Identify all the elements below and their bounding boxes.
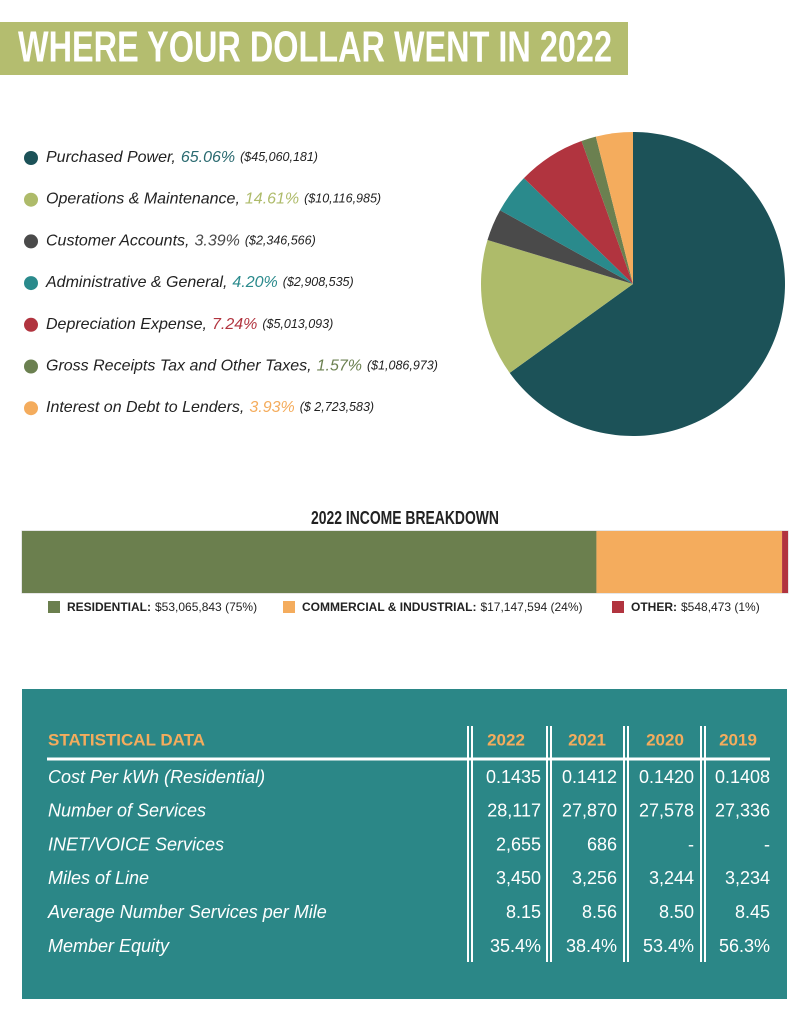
- cell: 28,117: [487, 801, 541, 821]
- table-header: 2019: [719, 730, 757, 749]
- cell: 3,244: [649, 868, 694, 888]
- legend-label: COMMERCIAL & INDUSTRIAL:: [302, 600, 476, 614]
- table-header: 2020: [646, 730, 684, 749]
- legend-entry: Customer Accounts, 3.39% ($2,346,566): [46, 233, 316, 250]
- legend-label: RESIDENTIAL:: [67, 600, 151, 614]
- legend-percent: 14.61%: [245, 191, 299, 208]
- legend-percent: 3.93%: [249, 399, 294, 416]
- cell: 38.4%: [566, 936, 617, 956]
- legend-label: Operations & Maintenance,: [46, 191, 240, 208]
- legend-entry: Gross Receipts Tax and Other Taxes, 1.57%…: [46, 358, 438, 375]
- pie-slice: [487, 210, 633, 284]
- table-header: 2021: [568, 730, 606, 749]
- cell: 0.1435: [486, 767, 541, 787]
- legend-dot: [24, 151, 38, 165]
- legend-amount: ($2,346,566): [245, 234, 316, 248]
- legend-label: Gross Receipts Tax and Other Taxes,: [46, 358, 312, 375]
- legend-entry: Purchased Power, 65.06% ($45,060,181): [46, 149, 318, 166]
- legend-value: $53,065,843 (75%): [155, 600, 257, 614]
- cell: 8.45: [735, 902, 770, 922]
- page-title: WHERE YOUR DOLLAR WENT IN 2022: [18, 23, 612, 72]
- legend-percent: 3.39%: [194, 233, 239, 250]
- pie-slice: [581, 136, 633, 284]
- cell: -: [764, 834, 770, 854]
- legend-dot: [24, 276, 38, 291]
- pie-slice: [595, 132, 633, 284]
- cell: 35.4%: [490, 936, 541, 956]
- cell: 53.4%: [643, 936, 694, 956]
- legend-amount: ($1,086,973): [367, 359, 438, 373]
- legend-percent: 4.20%: [232, 274, 277, 291]
- cell: -: [688, 834, 694, 854]
- cell: 686: [587, 834, 617, 854]
- legend-amount: ($5,013,093): [262, 317, 333, 331]
- legend-label: Depreciation Expense,: [46, 316, 207, 333]
- legend-entry: RESIDENTIAL: $53,065,843 (75%): [67, 600, 257, 614]
- legend-entry: COMMERCIAL & INDUSTRIAL: $17,147,594 (24%…: [302, 600, 583, 614]
- legend-entry: Administrative & General, 4.20% ($2,908,53…: [45, 274, 354, 291]
- legend-label: Administrative & General,: [45, 274, 227, 291]
- legend-entry: Interest on Debt to Lenders, 3.93% ($ 2,72…: [46, 399, 374, 416]
- row-label: Member Equity: [48, 936, 170, 956]
- legend-label: Purchased Power,: [46, 149, 176, 166]
- legend-amount: ($ 2,723,583): [300, 400, 374, 414]
- cell: 27,578: [639, 801, 694, 821]
- bar-title: 2022 INCOME BREAKDOWN: [311, 508, 499, 528]
- cell: 27,336: [715, 801, 770, 821]
- row-label: Cost Per kWh (Residential): [48, 767, 265, 787]
- legend-dot: [24, 192, 38, 207]
- row-label: Average Number Services per Mile: [47, 902, 327, 922]
- cell: 27,870: [562, 801, 617, 821]
- cell: 8.15: [506, 902, 541, 922]
- legend-swatch: [612, 601, 624, 613]
- legend-percent: 1.57%: [317, 358, 362, 375]
- legend-percent: 65.06%: [181, 149, 235, 166]
- legend-dot: [24, 359, 38, 374]
- bar-segment: [782, 531, 788, 593]
- cell: 56.3%: [719, 936, 770, 956]
- bar-segment: [22, 531, 597, 593]
- cell: 0.1408: [715, 767, 770, 787]
- legend-swatch: [48, 601, 60, 613]
- bar-segment: [596, 531, 783, 593]
- cell: 0.1412: [562, 767, 617, 787]
- legend-entry: Depreciation Expense, 7.24% ($5,013,093): [46, 316, 333, 333]
- legend-percent: 7.24%: [212, 316, 257, 333]
- cell: 3,234: [725, 868, 770, 888]
- table-header: 2022: [487, 730, 525, 749]
- cell: 8.50: [659, 902, 694, 922]
- cell: 8.56: [582, 902, 617, 922]
- legend-amount: ($2,908,535): [283, 275, 354, 289]
- cell: 3,450: [496, 868, 541, 888]
- legend-dot: [24, 317, 38, 332]
- legend-label: Customer Accounts,: [46, 233, 189, 250]
- cell: 0.1420: [639, 767, 694, 787]
- pie-slice: [509, 132, 785, 437]
- legend-dot: [24, 234, 38, 249]
- legend-label: OTHER:: [631, 600, 677, 614]
- legend-swatch: [283, 601, 295, 613]
- title-band: [0, 22, 628, 75]
- legend-entry: OTHER: $548,473 (1%): [631, 600, 760, 614]
- cell: 2,655: [496, 834, 541, 854]
- cell: 3,256: [572, 868, 617, 888]
- table-panel: [22, 689, 787, 999]
- row-label: Number of Services: [48, 801, 206, 821]
- table-header: STATISTICAL DATA: [48, 730, 205, 749]
- legend-value: $548,473 (1%): [681, 600, 760, 614]
- legend-dot: [24, 401, 38, 416]
- legend-value: $17,147,594 (24%): [480, 600, 582, 614]
- pie-slice: [500, 178, 633, 284]
- legend-entry: Operations & Maintenance, 14.61% ($10,116,…: [46, 191, 381, 208]
- legend-label: Interest on Debt to Lenders,: [46, 399, 244, 416]
- legend-amount: ($45,060,181): [240, 150, 318, 164]
- row-label: INET/VOICE Services: [48, 834, 224, 854]
- legend-amount: ($10,116,985): [304, 192, 381, 206]
- row-label: Miles of Line: [48, 868, 149, 888]
- pie-slice: [481, 240, 633, 373]
- pie-slice: [523, 140, 633, 284]
